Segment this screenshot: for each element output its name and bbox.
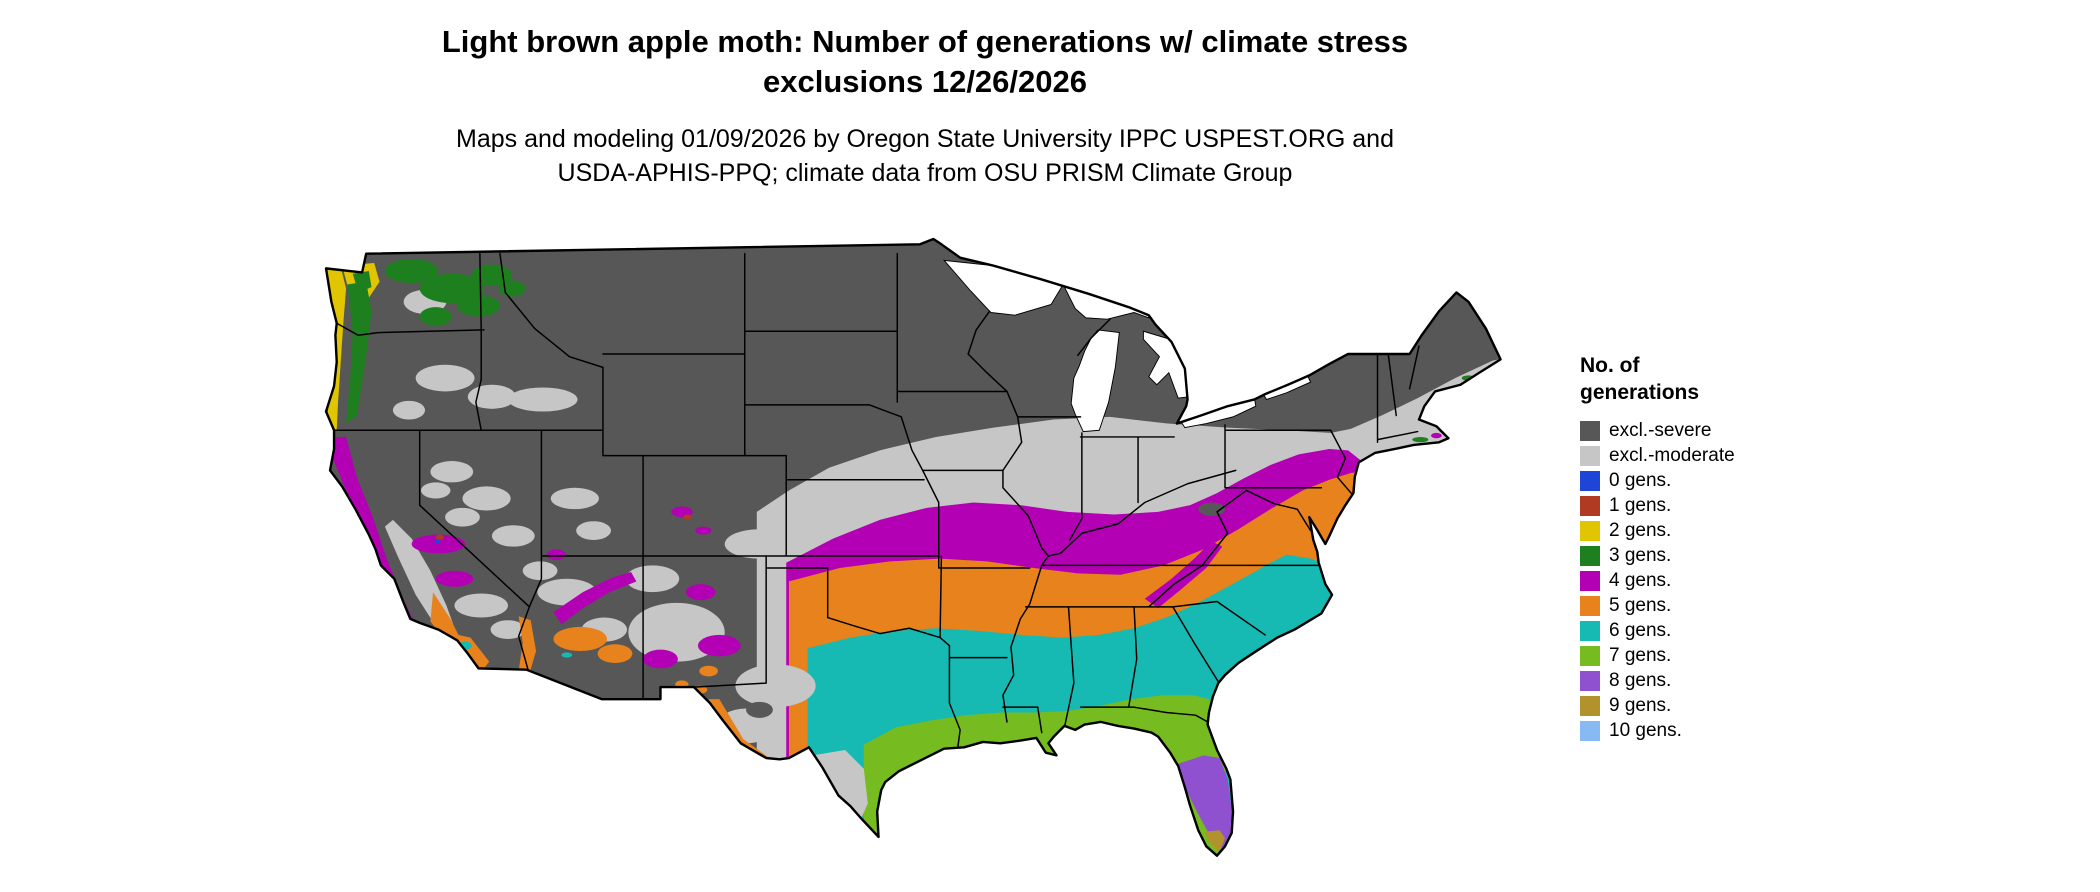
- map-subtitle: Maps and modeling 01/09/2026 by Oregon S…: [0, 122, 1850, 190]
- legend-swatch-5-gens: [1580, 595, 1600, 616]
- legend-title: No. of generations: [1580, 352, 1880, 406]
- region-high-mountain-specks: [434, 514, 692, 544]
- legend-item-label: excl.-severe: [1609, 419, 1712, 441]
- legend-swatch-9-gens: [1580, 695, 1600, 716]
- legend-item-label: 8 gens.: [1609, 669, 1672, 691]
- legend-item-label: 0 gens.: [1609, 469, 1672, 491]
- legend-item: 1 gens.: [1580, 493, 1880, 518]
- legend-item-label: 4 gens.: [1609, 569, 1672, 591]
- legend-item-label: 10 gens.: [1609, 719, 1682, 741]
- map-title-line2: exclusions 12/26/2026: [762, 64, 1087, 99]
- legend-swatch-1-gens: [1580, 495, 1600, 516]
- map-subtitle-line2: USDA-APHIS-PPQ; climate data from OSU PR…: [557, 159, 1293, 187]
- us-map-svg: [324, 237, 1502, 869]
- band-7-gens: [863, 695, 1226, 856]
- legend-item: 7 gens.: [1580, 643, 1880, 668]
- state-borders: [333, 252, 1420, 751]
- legend-swatch-3-gens: [1580, 545, 1600, 566]
- legend-item-label: 5 gens.: [1609, 594, 1672, 616]
- legend-item-label: 1 gens.: [1609, 494, 1672, 516]
- map-title: Light brown apple moth: Number of genera…: [0, 22, 1850, 102]
- map-subtitle-line1: Maps and modeling 01/09/2026 by Oregon S…: [456, 125, 1394, 153]
- legend-item: 9 gens.: [1580, 693, 1880, 718]
- legend-item-label: excl.-moderate: [1609, 444, 1735, 466]
- legend-item-label: 6 gens.: [1609, 619, 1672, 641]
- region-florida-8-gens: [1175, 755, 1234, 849]
- legend-item: 8 gens.: [1580, 668, 1880, 693]
- legend-item: excl.-moderate: [1580, 443, 1880, 468]
- legend-item-label: 2 gens.: [1609, 519, 1672, 541]
- us-outline: [324, 237, 1502, 857]
- legend-item-label: 7 gens.: [1609, 644, 1672, 666]
- legend-item: 6 gens.: [1580, 618, 1880, 643]
- legend-item: 5 gens.: [1580, 593, 1880, 618]
- legend-rows: excl.-severe excl.-moderate 0 gens. 1 ge…: [1580, 418, 1880, 743]
- legend-item: 4 gens.: [1580, 568, 1880, 593]
- great-lakes: [942, 259, 1312, 433]
- map-title-line1: Light brown apple moth: Number of genera…: [441, 24, 1409, 59]
- legend-swatch-excl-moderate: [1580, 445, 1600, 466]
- region-wv-highlands: [1198, 502, 1226, 516]
- legend-item: 2 gens.: [1580, 518, 1880, 543]
- legend-swatch-6-gens: [1580, 620, 1600, 641]
- legend-swatch-7-gens: [1580, 645, 1600, 666]
- legend-swatch-excl-severe: [1580, 420, 1600, 441]
- region-west-moderate-patches: [384, 289, 816, 744]
- legend-item: 3 gens.: [1580, 543, 1880, 568]
- legend: No. of generations excl.-severe excl.-mo…: [1580, 352, 1880, 743]
- legend-swatch-2-gens: [1580, 520, 1600, 541]
- region-florida-9-gens: [1204, 830, 1226, 852]
- legend-swatch-8-gens: [1580, 670, 1600, 691]
- legend-item-label: 3 gens.: [1609, 544, 1672, 566]
- lake-michigan: [1070, 329, 1120, 433]
- legend-title-line1: No. of: [1580, 354, 1640, 377]
- legend-title-line2: generations: [1580, 381, 1700, 404]
- legend-item-label: 9 gens.: [1609, 694, 1672, 716]
- us-map: [318, 228, 1522, 884]
- legend-item: excl.-severe: [1580, 418, 1880, 443]
- region-west-5-gens: [430, 592, 775, 768]
- legend-swatch-0-gens: [1580, 470, 1600, 491]
- legend-item: 0 gens.: [1580, 468, 1880, 493]
- legend-swatch-10-gens: [1580, 720, 1600, 741]
- region-keys-10-gens: [1190, 858, 1214, 869]
- region-s-appalachians-4-gens: [1144, 541, 1223, 609]
- legend-item: 10 gens.: [1580, 718, 1880, 743]
- region-nw-3-gens: [346, 259, 526, 424]
- legend-swatch-4-gens: [1580, 570, 1600, 591]
